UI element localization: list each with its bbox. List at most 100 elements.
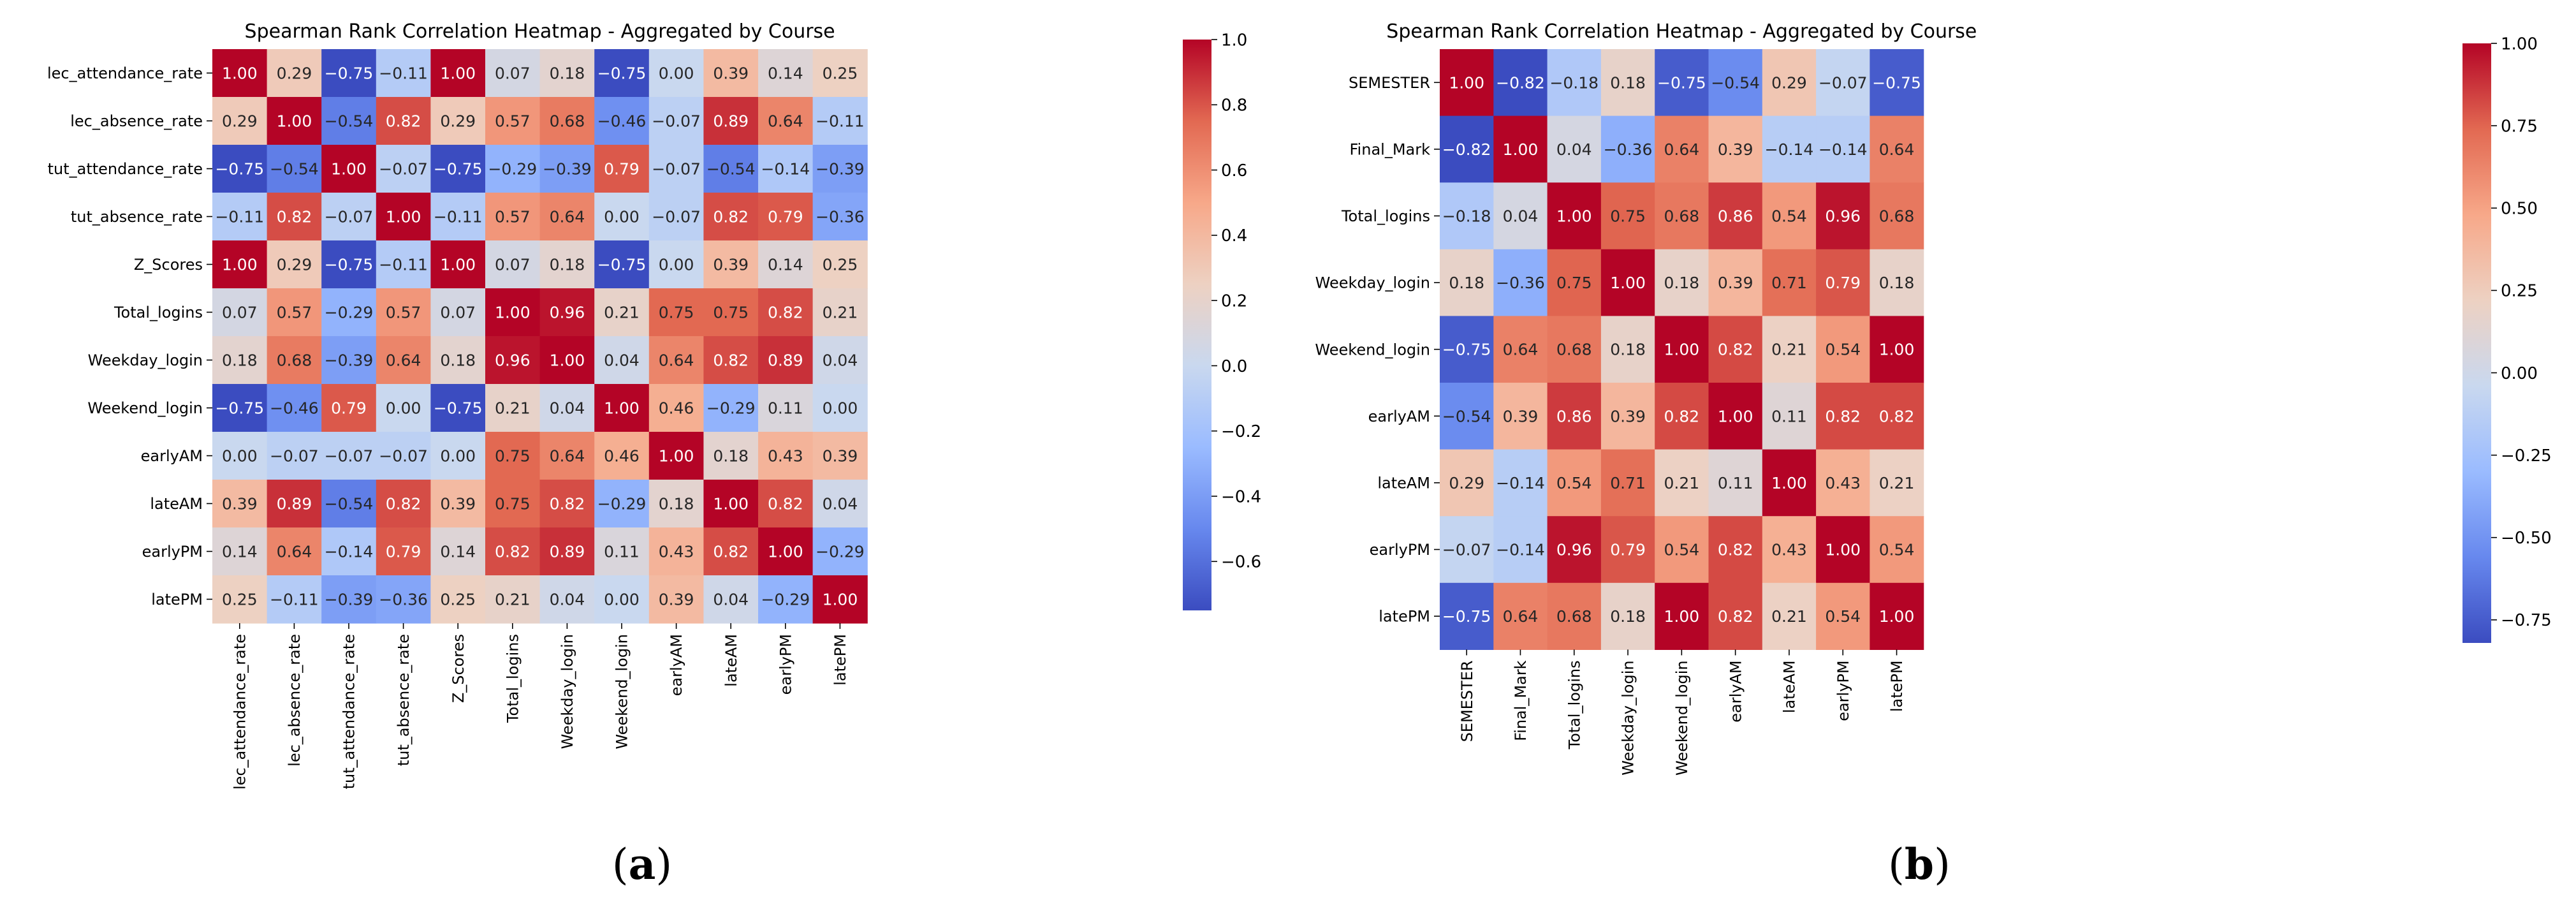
heatmap-cell xyxy=(1816,449,1870,517)
heatmap-cell xyxy=(485,288,541,337)
cell-value-label: 0.04 xyxy=(604,351,640,370)
heatmap-cell xyxy=(430,288,486,337)
heatmap-cell xyxy=(267,480,322,528)
heatmap-cell xyxy=(594,527,650,576)
heatmap-cell xyxy=(758,480,814,528)
cell-value-label: 0.00 xyxy=(604,208,640,226)
cell-value-label: 1.00 xyxy=(1503,140,1539,159)
heatmap-cell xyxy=(376,432,431,480)
heatmap-cell xyxy=(212,240,268,289)
cell-value-label: −0.75 xyxy=(597,256,647,274)
y-tick-label: earlyPM xyxy=(1370,541,1430,559)
cell-value-label: 0.96 xyxy=(550,304,585,322)
cell-value-label: 0.39 xyxy=(440,495,476,513)
y-tick-label: Weekend_login xyxy=(1315,341,1430,358)
heatmap-cell xyxy=(1708,449,1763,517)
heatmap-cell xyxy=(758,193,814,241)
cell-value-label: −0.14 xyxy=(1819,140,1868,159)
cell-value-label: −0.29 xyxy=(706,399,756,418)
heatmap-cell xyxy=(703,240,759,289)
colorbar-tick-label: −0.25 xyxy=(2501,446,2552,466)
cell-value-label: −0.39 xyxy=(816,160,865,179)
heatmap-cell xyxy=(1655,182,1709,250)
y-tick-label: latePM xyxy=(1379,608,1430,626)
heatmap-cell xyxy=(1547,582,1602,650)
heatmap-cell xyxy=(812,384,868,432)
cell-value-label: 0.11 xyxy=(1771,407,1807,425)
heatmap-cell xyxy=(1870,249,1924,316)
heatmap-cell xyxy=(430,193,486,241)
heatmap-cell xyxy=(1655,582,1709,650)
cell-value-label: −0.07 xyxy=(325,447,374,466)
heatmap-cell xyxy=(1655,115,1709,183)
cell-value-label: 0.25 xyxy=(222,591,258,609)
heatmap-cell xyxy=(430,384,486,432)
heatmap-cell xyxy=(267,432,322,480)
cell-value-label: 0.82 xyxy=(1825,407,1861,425)
cell-value-label: 0.75 xyxy=(713,304,749,322)
cell-value-label: 0.14 xyxy=(768,64,803,83)
cell-value-label: 0.64 xyxy=(1664,140,1700,159)
cell-value-label: 1.00 xyxy=(1771,474,1807,492)
cell-value-label: 0.82 xyxy=(386,495,421,513)
heatmap-cell xyxy=(1708,516,1763,584)
cell-value-label: −0.46 xyxy=(270,399,319,418)
cell-value-label: −0.75 xyxy=(215,399,264,418)
heatmap-cell xyxy=(703,49,759,98)
heatmap-cell xyxy=(1600,516,1655,584)
heatmap-cell xyxy=(1708,49,1763,117)
heatmap-cell xyxy=(430,97,486,145)
cell-value-label: 1.00 xyxy=(1879,341,1915,359)
heatmap-cell xyxy=(648,384,704,432)
cell-value-label: −0.07 xyxy=(652,208,701,226)
cell-value-label: 1.00 xyxy=(768,543,803,561)
heatmap-cell xyxy=(376,480,431,528)
heatmap-cell xyxy=(1440,582,1494,650)
cell-value-label: 0.64 xyxy=(1503,341,1539,359)
cell-value-label: −0.14 xyxy=(1496,474,1545,492)
cell-value-label: 0.00 xyxy=(386,399,421,418)
heatmap-cell xyxy=(321,432,377,480)
heatmap-cell xyxy=(1708,115,1763,183)
heatmap-cell xyxy=(1870,383,1924,450)
cell-value-label: −0.07 xyxy=(379,447,428,466)
heatmap-cell xyxy=(1655,449,1709,517)
heatmap-cell xyxy=(758,527,814,576)
heatmap-cell xyxy=(594,432,650,480)
heatmap-cell xyxy=(758,384,814,432)
colorbar xyxy=(1183,40,1211,610)
cell-value-label: −0.36 xyxy=(1496,274,1545,292)
cell-value-label: 0.00 xyxy=(604,591,640,609)
cell-value-label: 1.00 xyxy=(823,591,858,609)
cell-value-label: 0.18 xyxy=(222,351,258,370)
cell-value-label: 0.21 xyxy=(1879,474,1915,492)
cell-value-label: −0.11 xyxy=(379,64,428,83)
cell-value-label: 0.04 xyxy=(550,399,585,418)
colorbar-tick-label: −0.2 xyxy=(1221,422,1261,441)
cell-value-label: 0.68 xyxy=(1556,341,1592,359)
cell-value-label: 0.39 xyxy=(713,64,749,83)
heatmap-cell xyxy=(376,193,431,241)
heatmap-cell xyxy=(1816,383,1870,450)
cell-value-label: 0.89 xyxy=(768,351,803,370)
y-tick-label: earlyPM xyxy=(142,543,203,561)
heatmap-cell xyxy=(1708,182,1763,250)
cell-value-label: 0.18 xyxy=(1879,274,1915,292)
colorbar-tick-label: 0.0 xyxy=(1221,357,1247,376)
x-tick-label: latePM xyxy=(1888,660,1906,712)
heatmap-cell xyxy=(376,288,431,337)
cell-value-label: −0.11 xyxy=(215,208,264,226)
heatmap-cell xyxy=(485,97,541,145)
heatmap-cell xyxy=(1600,249,1655,316)
heatmap-cell xyxy=(267,527,322,576)
cell-value-label: 0.00 xyxy=(440,447,476,466)
heatmap-cell xyxy=(812,240,868,289)
heatmap-cell xyxy=(1870,316,1924,383)
heatmap-cell xyxy=(648,527,704,576)
heatmap-cell xyxy=(267,240,322,289)
panel-label: (b) xyxy=(1888,839,1950,889)
heatmap-cell xyxy=(321,288,377,337)
heatmap-cell xyxy=(485,240,541,289)
heatmap-cell xyxy=(1816,49,1870,117)
heatmap-cell xyxy=(212,575,268,624)
